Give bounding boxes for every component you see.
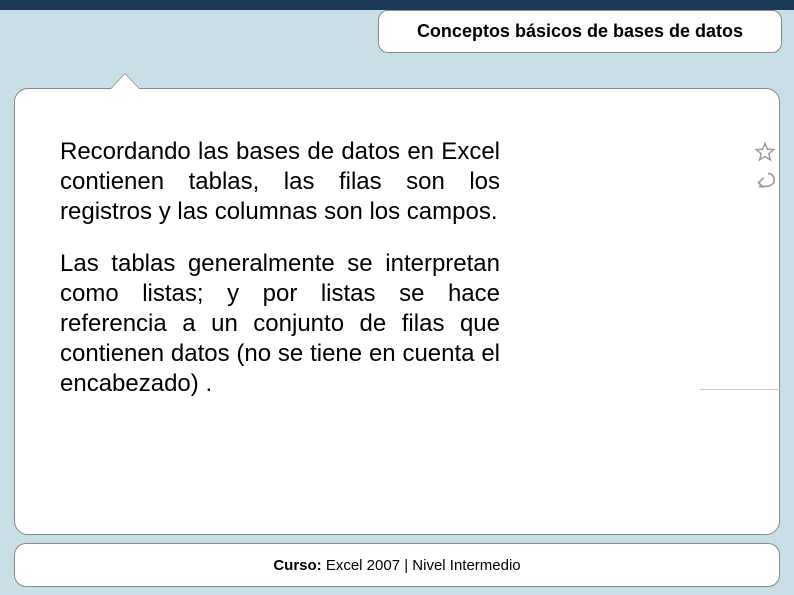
top-dark-strip <box>0 0 794 10</box>
footer-card: Curso: Excel 2007 | Nivel Intermedio <box>14 543 780 587</box>
slide-title-text: Conceptos básicos de bases de datos <box>417 21 743 41</box>
side-separator-line <box>700 389 780 390</box>
side-icon-column <box>751 141 779 191</box>
undo-arrow-icon[interactable] <box>754 169 776 191</box>
callout-pointer <box>111 74 139 89</box>
footer-value: Excel 2007 | Nivel Intermedio <box>326 557 521 574</box>
content-card: Recordando las bases de datos en Excel c… <box>14 88 780 535</box>
slide-title-box: Conceptos básicos de bases de datos <box>378 10 782 53</box>
paragraph-2: Las tablas generalmente se interpretan c… <box>60 249 500 399</box>
body-text: Recordando las bases de datos en Excel c… <box>60 137 500 421</box>
paragraph-1: Recordando las bases de datos en Excel c… <box>60 137 500 227</box>
footer-label: Curso: <box>273 557 326 574</box>
star-outline-icon[interactable] <box>754 141 776 163</box>
